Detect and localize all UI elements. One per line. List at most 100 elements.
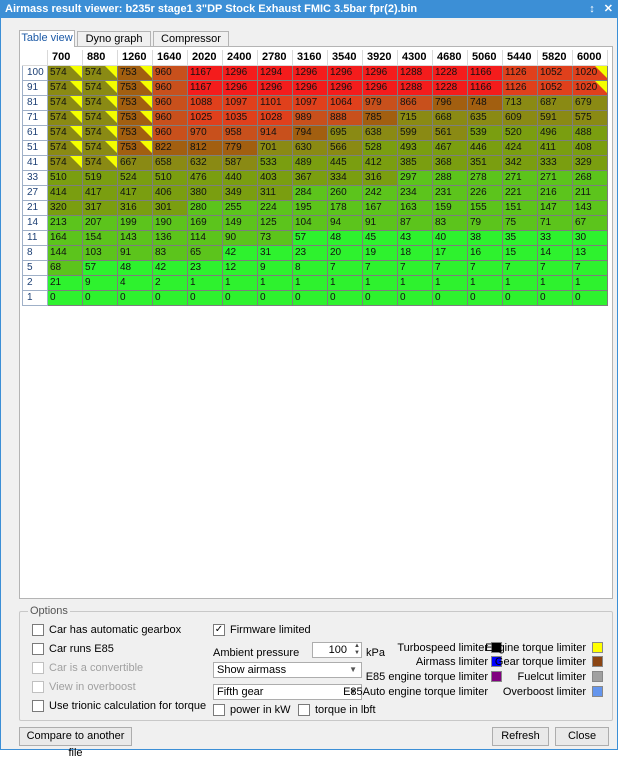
table-cell[interactable]: 7 (362, 259, 398, 276)
table-cell[interactable]: 278 (467, 169, 503, 186)
table-cell[interactable]: 1 (537, 274, 573, 291)
torque-lbft-checkbox[interactable]: torque in lbft (298, 704, 376, 716)
table-cell[interactable]: 445 (327, 154, 363, 171)
table-cell[interactable]: 713 (502, 94, 538, 111)
table-cell[interactable]: 591 (537, 109, 573, 126)
tab-dyno-graph-view[interactable]: Dyno graph view (77, 31, 151, 59)
table-cell[interactable]: 695 (327, 124, 363, 141)
table-cell[interactable]: 280 (187, 199, 223, 216)
table-cell[interactable]: 1288 (397, 79, 433, 96)
table-cell[interactable]: 0 (47, 289, 83, 306)
table-cell[interactable]: 311 (257, 184, 293, 201)
table-cell[interactable]: 753 (117, 139, 153, 156)
table-cell[interactable]: 1 (397, 274, 433, 291)
table-cell[interactable]: 417 (117, 184, 153, 201)
table-cell[interactable]: 342 (502, 154, 538, 171)
table-cell[interactable]: 960 (152, 79, 188, 96)
table-cell[interactable]: 779 (222, 139, 258, 156)
table-cell[interactable]: 320 (47, 199, 83, 216)
table-cell[interactable]: 1296 (292, 79, 328, 96)
table-cell[interactable]: 1 (502, 274, 538, 291)
table-cell[interactable]: 715 (397, 109, 433, 126)
table-cell[interactable]: 524 (117, 169, 153, 186)
table-cell[interactable]: 1296 (292, 64, 328, 81)
table-cell[interactable]: 226 (467, 184, 503, 201)
table-cell[interactable]: 599 (397, 124, 433, 141)
table-cell[interactable]: 349 (222, 184, 258, 201)
table-cell[interactable]: 178 (327, 199, 363, 216)
table-cell[interactable]: 440 (222, 169, 258, 186)
table-cell[interactable]: 574 (47, 154, 83, 171)
table-cell[interactable]: 411 (537, 139, 573, 156)
table-cell[interactable]: 1296 (362, 79, 398, 96)
table-cell[interactable]: 0 (327, 289, 363, 306)
table-cell[interactable]: 43 (397, 229, 433, 246)
table-cell[interactable]: 989 (292, 109, 328, 126)
table-cell[interactable]: 574 (82, 139, 118, 156)
table-cell[interactable]: 234 (397, 184, 433, 201)
table-cell[interactable]: 351 (467, 154, 503, 171)
table-cell[interactable]: 12 (222, 259, 258, 276)
automatic-gearbox-checkbox[interactable]: Car has automatic gearbox (32, 624, 181, 636)
table-cell[interactable]: 408 (572, 139, 608, 156)
table-cell[interactable]: 0 (222, 289, 258, 306)
table-cell[interactable]: 213 (47, 214, 83, 231)
tab-compressor-map[interactable]: Compressor map (153, 31, 229, 59)
table-cell[interactable]: 211 (572, 184, 608, 201)
table-cell[interactable]: 632 (187, 154, 223, 171)
table-cell[interactable]: 65 (187, 244, 223, 261)
table-cell[interactable]: 575 (572, 109, 608, 126)
table-cell[interactable]: 297 (397, 169, 433, 186)
table-cell[interactable]: 155 (467, 199, 503, 216)
table-cell[interactable]: 403 (257, 169, 293, 186)
table-cell[interactable]: 23 (292, 244, 328, 261)
table-cell[interactable]: 35 (502, 229, 538, 246)
table-cell[interactable]: 0 (502, 289, 538, 306)
table-cell[interactable]: 914 (257, 124, 293, 141)
table-cell[interactable]: 822 (152, 139, 188, 156)
table-cell[interactable]: 71 (537, 214, 573, 231)
table-cell[interactable]: 164 (47, 229, 83, 246)
table-cell[interactable]: 1 (467, 274, 503, 291)
table-cell[interactable]: 9 (257, 259, 293, 276)
checkbox-box[interactable] (32, 624, 44, 636)
table-cell[interactable]: 796 (432, 94, 468, 111)
runs-e85-checkbox[interactable]: Car runs E85 (32, 643, 114, 655)
table-cell[interactable]: 301 (152, 199, 188, 216)
table-cell[interactable]: 574 (47, 64, 83, 81)
table-cell[interactable]: 154 (82, 229, 118, 246)
table-cell[interactable]: 151 (502, 199, 538, 216)
table-cell[interactable]: 7 (327, 259, 363, 276)
table-cell[interactable]: 15 (502, 244, 538, 261)
table-cell[interactable]: 0 (152, 289, 188, 306)
table-cell[interactable]: 1 (187, 274, 223, 291)
view-mode-select[interactable]: Show airmass ▼ (213, 662, 362, 678)
table-cell[interactable]: 0 (117, 289, 153, 306)
table-cell[interactable]: 1088 (187, 94, 223, 111)
table-cell[interactable]: 658 (152, 154, 188, 171)
table-cell[interactable]: 317 (82, 199, 118, 216)
table-cell[interactable]: 574 (47, 79, 83, 96)
table-cell[interactable]: 1166 (467, 64, 503, 81)
table-cell[interactable]: 979 (362, 94, 398, 111)
table-cell[interactable]: 9 (82, 274, 118, 291)
table-cell[interactable]: 679 (572, 94, 608, 111)
table-cell[interactable]: 18 (397, 244, 433, 261)
table-cell[interactable]: 1028 (257, 109, 293, 126)
checkbox-box[interactable] (32, 643, 44, 655)
table-cell[interactable]: 1020 (572, 79, 608, 96)
table-cell[interactable]: 574 (82, 94, 118, 111)
table-cell[interactable]: 271 (502, 169, 538, 186)
table-cell[interactable]: 0 (292, 289, 328, 306)
table-cell[interactable]: 510 (152, 169, 188, 186)
table-cell[interactable]: 701 (257, 139, 293, 156)
table-cell[interactable]: 1296 (222, 64, 258, 81)
table-cell[interactable]: 1296 (222, 79, 258, 96)
check-icon[interactable]: ✓ (213, 624, 225, 636)
table-cell[interactable]: 866 (397, 94, 433, 111)
table-cell[interactable]: 114 (187, 229, 223, 246)
table-cell[interactable]: 1228 (432, 64, 468, 81)
table-cell[interactable]: 1126 (502, 79, 538, 96)
table-cell[interactable]: 888 (327, 109, 363, 126)
table-cell[interactable]: 8 (292, 259, 328, 276)
